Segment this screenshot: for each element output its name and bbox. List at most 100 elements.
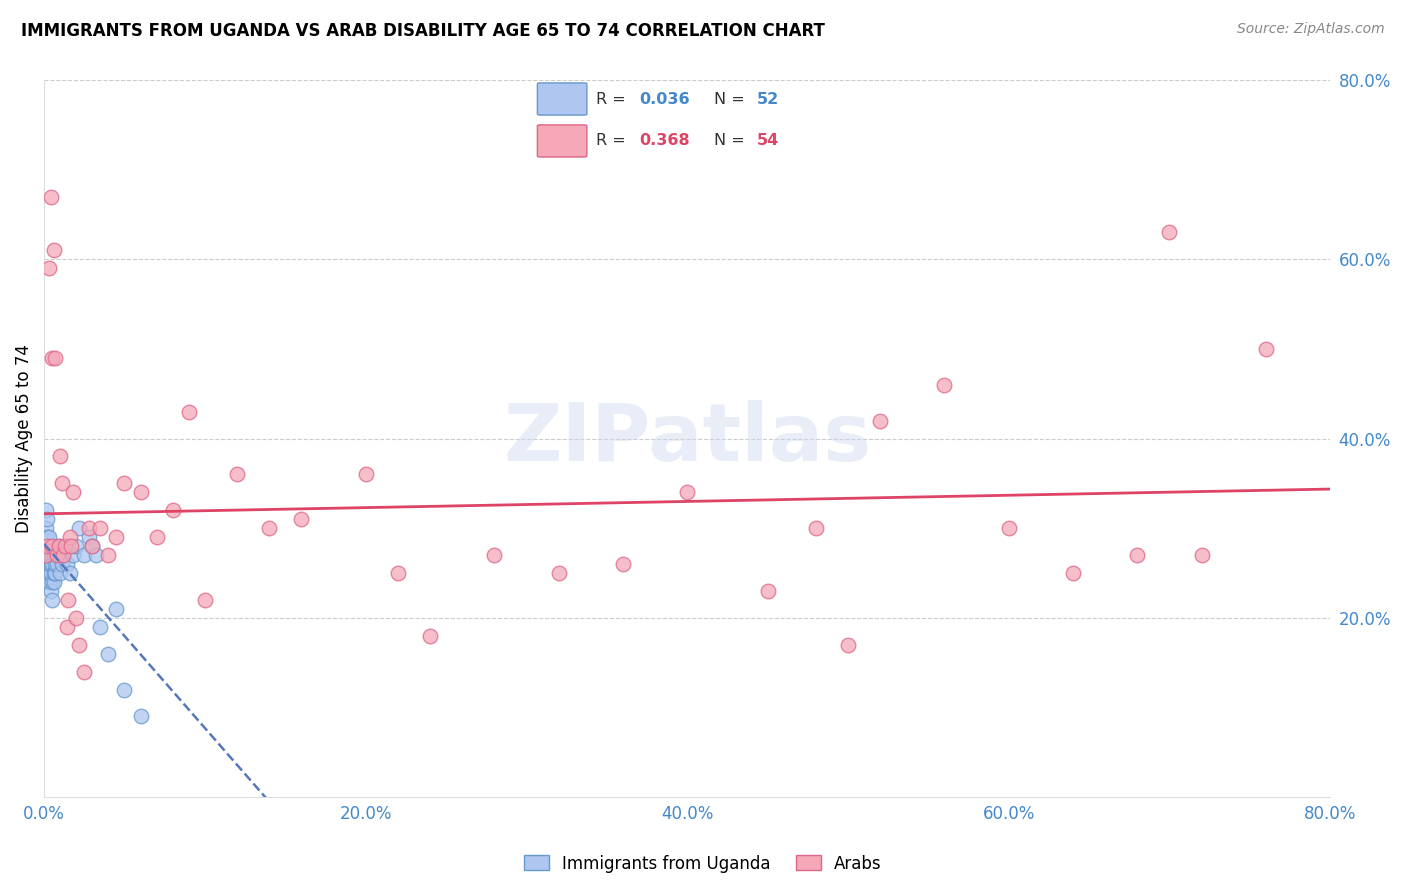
Point xyxy=(162,503,184,517)
Point xyxy=(60,539,83,553)
Point xyxy=(756,584,779,599)
Point xyxy=(62,485,84,500)
Point xyxy=(37,512,59,526)
Text: 0.036: 0.036 xyxy=(640,92,690,106)
Point xyxy=(89,521,111,535)
Point xyxy=(84,548,107,562)
Point xyxy=(484,548,506,562)
Point xyxy=(55,620,77,634)
Point xyxy=(53,539,76,553)
Point xyxy=(82,539,104,553)
Point xyxy=(52,548,75,562)
Point xyxy=(59,566,82,580)
Point xyxy=(145,530,167,544)
Point xyxy=(35,503,58,517)
Point xyxy=(49,450,72,464)
Point xyxy=(38,548,60,562)
Point xyxy=(97,548,120,562)
Point xyxy=(1159,226,1181,240)
Point xyxy=(82,539,104,553)
Point xyxy=(65,611,87,625)
Point xyxy=(62,548,84,562)
Point xyxy=(547,566,569,580)
Point xyxy=(97,647,120,661)
Point xyxy=(49,548,72,562)
Point xyxy=(89,620,111,634)
Point xyxy=(129,485,152,500)
Point xyxy=(38,530,60,544)
Point xyxy=(35,539,58,553)
Point xyxy=(114,476,136,491)
Point xyxy=(46,548,69,562)
Point xyxy=(49,566,72,580)
Point xyxy=(257,521,280,535)
Point xyxy=(837,638,859,652)
Point xyxy=(41,539,63,553)
Point xyxy=(39,584,62,599)
Point xyxy=(77,530,100,544)
Point xyxy=(387,566,409,580)
Point xyxy=(48,539,70,553)
Point xyxy=(39,189,62,203)
FancyBboxPatch shape xyxy=(537,83,586,115)
Point xyxy=(58,593,80,607)
Point xyxy=(1191,548,1213,562)
FancyBboxPatch shape xyxy=(537,125,586,157)
Point xyxy=(129,709,152,723)
Point xyxy=(51,557,73,571)
Legend: Immigrants from Uganda, Arabs: Immigrants from Uganda, Arabs xyxy=(517,848,889,880)
Point xyxy=(38,261,60,276)
Point xyxy=(804,521,827,535)
Point xyxy=(53,539,76,553)
Point xyxy=(41,574,63,589)
Point xyxy=(58,539,80,553)
Point xyxy=(934,377,956,392)
Point xyxy=(69,638,91,652)
Point xyxy=(41,557,63,571)
Point xyxy=(35,548,58,562)
Point xyxy=(38,574,60,589)
Text: N =: N = xyxy=(714,92,749,106)
Point xyxy=(105,602,128,616)
Point xyxy=(39,548,62,562)
Point xyxy=(612,557,634,571)
Point xyxy=(65,539,87,553)
Text: ZIPatlas: ZIPatlas xyxy=(503,400,872,477)
Point xyxy=(73,548,96,562)
Point xyxy=(35,548,58,562)
Point xyxy=(42,566,65,580)
Point xyxy=(51,476,73,491)
Text: R =: R = xyxy=(596,92,631,106)
Point xyxy=(44,557,66,571)
Point xyxy=(41,593,63,607)
Point xyxy=(55,557,77,571)
Point xyxy=(44,566,66,580)
Point xyxy=(37,548,59,562)
Point xyxy=(354,467,377,482)
Point xyxy=(41,351,63,365)
Point xyxy=(869,414,891,428)
Point xyxy=(48,539,70,553)
Point xyxy=(194,593,217,607)
Point xyxy=(419,629,441,643)
Point xyxy=(37,539,59,553)
Point xyxy=(1126,548,1149,562)
Point xyxy=(676,485,699,500)
Point xyxy=(997,521,1019,535)
Y-axis label: Disability Age 65 to 74: Disability Age 65 to 74 xyxy=(15,344,32,533)
Point xyxy=(1062,566,1084,580)
Text: 54: 54 xyxy=(756,134,779,148)
Point xyxy=(42,574,65,589)
Point xyxy=(42,548,65,562)
Point xyxy=(52,548,75,562)
Point xyxy=(73,665,96,679)
Point xyxy=(37,557,59,571)
Point xyxy=(39,557,62,571)
Point xyxy=(46,557,69,571)
Text: 52: 52 xyxy=(756,92,779,106)
Point xyxy=(41,548,63,562)
Point xyxy=(38,539,60,553)
Point xyxy=(39,566,62,580)
Point xyxy=(35,521,58,535)
Point xyxy=(1254,342,1277,356)
